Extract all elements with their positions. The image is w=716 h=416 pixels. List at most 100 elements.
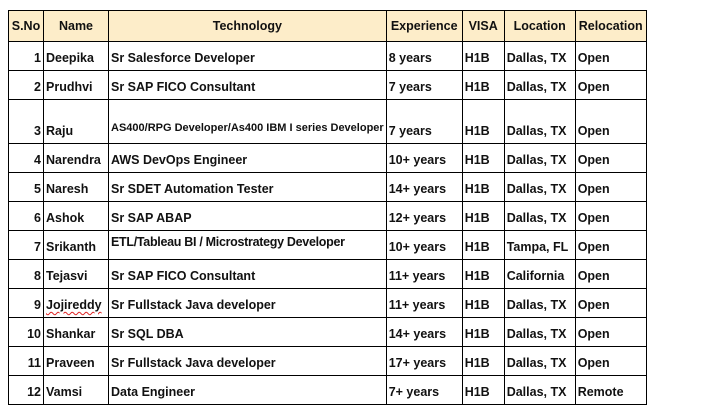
cell-technology[interactable]: AWS DevOps Engineer <box>108 143 387 173</box>
cell-technology[interactable]: AS400/RPG Developer/As400 IBM I series D… <box>108 99 387 144</box>
cell-sno[interactable]: 8 <box>8 259 44 289</box>
cell-location[interactable]: Dallas, TX <box>503 70 576 100</box>
cell-technology[interactable]: Data Engineer <box>108 375 387 405</box>
cell-location[interactable]: Dallas, TX <box>503 346 576 376</box>
table-row: 9 Jojireddy Sr Fullstack Java developer … <box>8 288 647 318</box>
cell-experience[interactable]: 11+ years <box>385 288 463 318</box>
header-relocation[interactable]: Relocation <box>574 10 647 42</box>
cell-relocation[interactable]: Remote <box>574 375 647 405</box>
table-row: 8 Tejasvi Sr SAP FICO Consultant 11+ yea… <box>8 259 647 289</box>
cell-visa[interactable]: H1B <box>461 70 505 100</box>
cell-sno[interactable]: 6 <box>8 201 44 231</box>
cell-relocation[interactable]: Open <box>574 143 647 173</box>
cell-visa[interactable]: H1B <box>461 317 505 347</box>
cell-relocation[interactable]: Open <box>574 346 647 376</box>
cell-relocation[interactable]: Open <box>574 288 647 318</box>
cell-relocation[interactable]: Open <box>574 41 647 71</box>
cell-experience[interactable]: 14+ years <box>385 317 463 347</box>
cell-technology[interactable]: Sr Fullstack Java developer <box>108 288 387 318</box>
header-name[interactable]: Name <box>43 10 109 42</box>
cell-location[interactable]: Dallas, TX <box>503 375 576 405</box>
cell-name[interactable]: Ashok <box>43 201 109 231</box>
cell-technology[interactable]: Sr SAP FICO Consultant <box>108 70 387 100</box>
cell-visa[interactable]: H1B <box>461 288 505 318</box>
cell-relocation[interactable]: Open <box>574 230 647 260</box>
cell-technology[interactable]: Sr SQL DBA <box>108 317 387 347</box>
cell-visa[interactable]: H1B <box>461 375 505 405</box>
cell-experience[interactable]: 7+ years <box>385 375 463 405</box>
cell-name[interactable]: Shankar <box>43 317 109 347</box>
cell-location[interactable]: Dallas, TX <box>503 317 576 347</box>
spellcheck-name: Jojireddy <box>46 298 102 312</box>
cell-technology[interactable]: Sr SAP FICO Consultant <box>108 259 387 289</box>
cell-name[interactable]: Narendra <box>43 143 109 173</box>
cell-location[interactable]: Dallas, TX <box>503 172 576 202</box>
cell-visa[interactable]: H1B <box>461 99 505 144</box>
cell-location[interactable]: California <box>503 259 576 289</box>
cell-name[interactable]: Jojireddy <box>43 288 109 318</box>
cell-location[interactable]: Dallas, TX <box>503 288 576 318</box>
table-row: 6 Ashok Sr SAP ABAP 12+ years H1B Dallas… <box>8 201 647 231</box>
header-technology[interactable]: Technology <box>108 10 387 42</box>
cell-sno[interactable]: 12 <box>8 375 44 405</box>
cell-experience[interactable]: 7 years <box>385 70 463 100</box>
cell-experience[interactable]: 11+ years <box>385 259 463 289</box>
table-row: 1 Deepika Sr Salesforce Developer 8 year… <box>8 41 647 71</box>
cell-sno[interactable]: 11 <box>8 346 44 376</box>
cell-sno[interactable]: 3 <box>8 99 44 144</box>
cell-name[interactable]: Tejasvi <box>43 259 109 289</box>
cell-visa[interactable]: H1B <box>461 201 505 231</box>
cell-location[interactable]: Tampa, FL <box>503 230 576 260</box>
cell-sno[interactable]: 1 <box>8 41 44 71</box>
cell-relocation[interactable]: Open <box>574 201 647 231</box>
cell-location[interactable]: Dallas, TX <box>503 143 576 173</box>
cell-experience[interactable]: 7 years <box>385 99 463 144</box>
cell-sno[interactable]: 4 <box>8 143 44 173</box>
cell-sno[interactable]: 7 <box>8 230 44 260</box>
cell-visa[interactable]: H1B <box>461 143 505 173</box>
cell-technology[interactable]: ETL/Tableau BI / Microstrategy Developer <box>108 230 387 260</box>
cell-visa[interactable]: H1B <box>461 259 505 289</box>
header-row: S.No Name Technology Experience VISA Loc… <box>8 10 647 42</box>
cell-sno[interactable]: 10 <box>8 317 44 347</box>
cell-name[interactable]: Srikanth <box>43 230 109 260</box>
cell-location[interactable]: Dallas, TX <box>503 201 576 231</box>
cell-technology[interactable]: Sr Salesforce Developer <box>108 41 387 71</box>
header-visa[interactable]: VISA <box>461 10 505 42</box>
cell-experience[interactable]: 10+ years <box>385 230 463 260</box>
cell-name[interactable]: Prudhvi <box>43 70 109 100</box>
cell-location[interactable]: Dallas, TX <box>503 41 576 71</box>
cell-visa[interactable]: H1B <box>461 230 505 260</box>
cell-name[interactable]: Raju <box>43 99 109 144</box>
cell-relocation[interactable]: Open <box>574 259 647 289</box>
cell-experience[interactable]: 8 years <box>385 41 463 71</box>
cell-relocation[interactable]: Open <box>574 172 647 202</box>
table-row: 3 Raju AS400/RPG Developer/As400 IBM I s… <box>8 99 647 144</box>
cell-technology[interactable]: Sr SDET Automation Tester <box>108 172 387 202</box>
cell-relocation[interactable]: Open <box>574 317 647 347</box>
cell-experience[interactable]: 10+ years <box>385 143 463 173</box>
cell-name[interactable]: Vamsi <box>43 375 109 405</box>
cell-sno[interactable]: 9 <box>8 288 44 318</box>
header-experience[interactable]: Experience <box>385 10 463 42</box>
cell-sno[interactable]: 5 <box>8 172 44 202</box>
cell-visa[interactable]: H1B <box>461 346 505 376</box>
cell-name[interactable]: Deepika <box>43 41 109 71</box>
table-row: 5 Naresh Sr SDET Automation Tester 14+ y… <box>8 172 647 202</box>
cell-visa[interactable]: H1B <box>461 41 505 71</box>
header-location[interactable]: Location <box>503 10 576 42</box>
cell-experience[interactable]: 12+ years <box>385 201 463 231</box>
cell-experience[interactable]: 14+ years <box>385 172 463 202</box>
cell-relocation[interactable]: Open <box>574 70 647 100</box>
cell-name[interactable]: Praveen <box>43 346 109 376</box>
header-sno[interactable]: S.No <box>8 10 44 42</box>
cell-name[interactable]: Naresh <box>43 172 109 202</box>
table-row: 4 Narendra AWS DevOps Engineer 10+ years… <box>8 143 647 173</box>
cell-relocation[interactable]: Open <box>574 99 647 144</box>
cell-visa[interactable]: H1B <box>461 172 505 202</box>
cell-technology[interactable]: Sr Fullstack Java developer <box>108 346 387 376</box>
cell-experience[interactable]: 17+ years <box>385 346 463 376</box>
cell-sno[interactable]: 2 <box>8 70 44 100</box>
cell-location[interactable]: Dallas, TX <box>503 99 576 144</box>
cell-technology[interactable]: Sr SAP ABAP <box>108 201 387 231</box>
